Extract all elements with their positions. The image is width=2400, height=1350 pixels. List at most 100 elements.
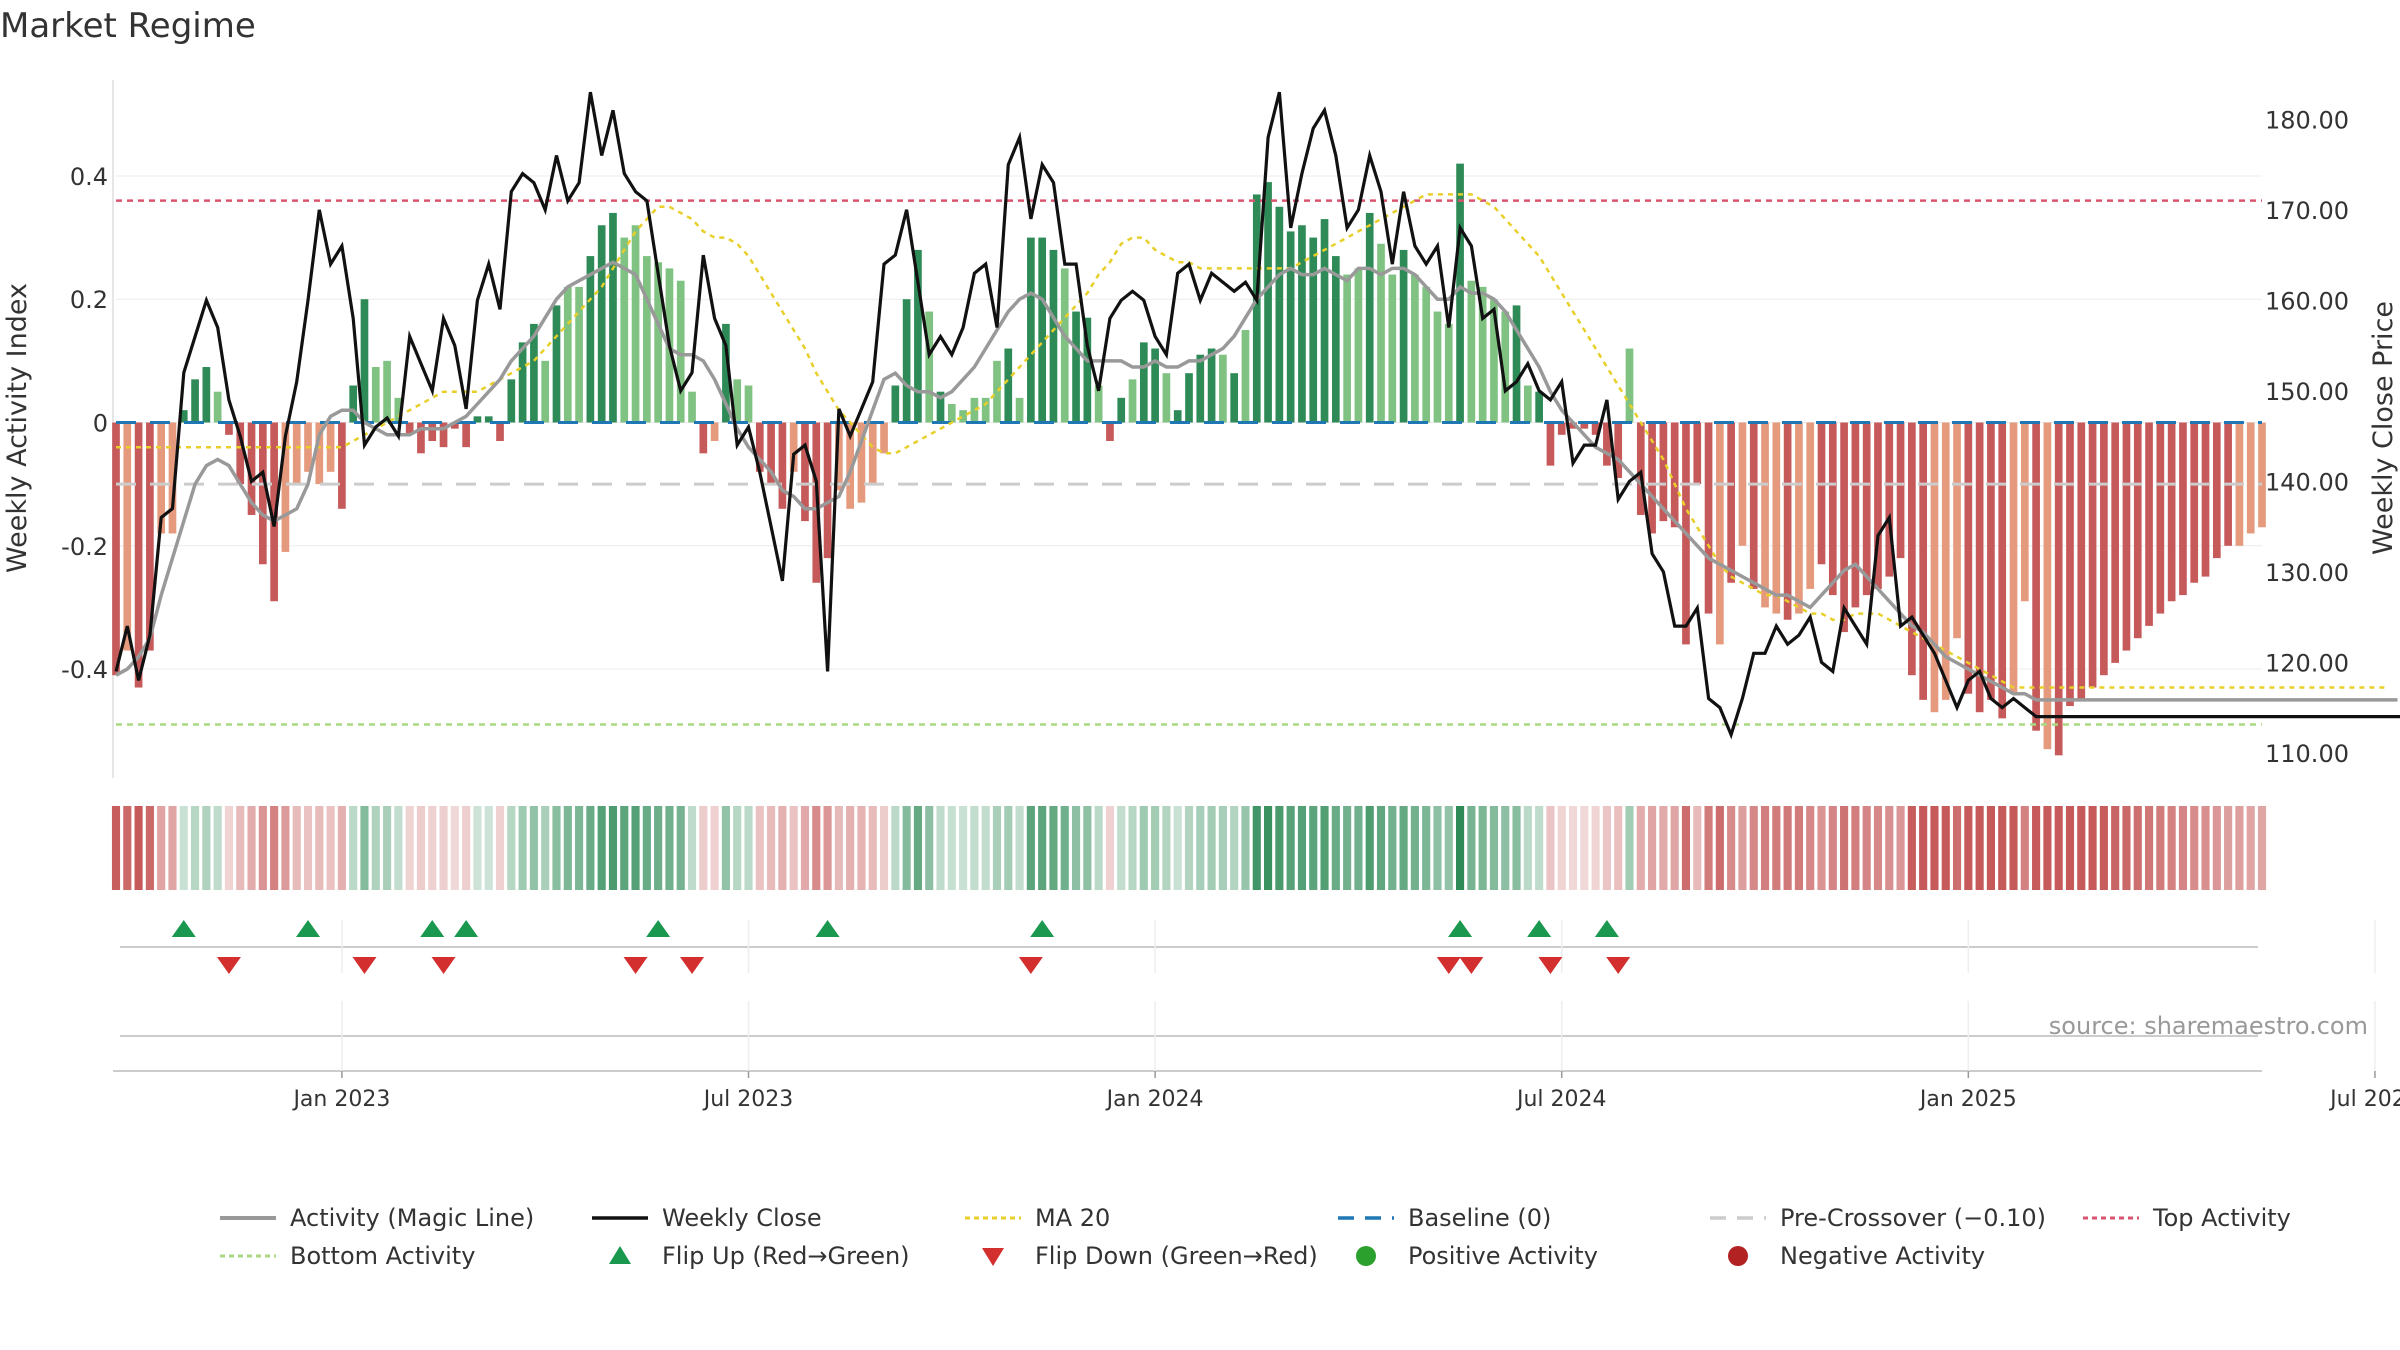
activity-bar bbox=[1716, 422, 1724, 645]
activity-bar bbox=[1659, 422, 1668, 522]
flip-markers-panel bbox=[120, 920, 2376, 974]
activity-bar bbox=[1433, 311, 1442, 423]
regime-strip-cell bbox=[349, 806, 358, 890]
regime-strip-cell bbox=[2111, 806, 2120, 890]
regime-strip-cell bbox=[812, 806, 821, 890]
flip-up-marker bbox=[1448, 920, 1473, 937]
activity-bar bbox=[1524, 385, 1532, 423]
regime-strip-cell bbox=[936, 806, 945, 890]
activity-bar bbox=[1569, 422, 1577, 429]
chart-title: Market Regime bbox=[0, 6, 256, 46]
regime-strip-cell bbox=[1851, 806, 1860, 890]
activity-bar bbox=[518, 342, 527, 423]
regime-strip-cell bbox=[2246, 806, 2255, 890]
regime-strip-cell bbox=[1907, 806, 1916, 890]
activity-bar bbox=[2258, 422, 2266, 528]
activity-bar bbox=[1862, 422, 1871, 596]
activity-bar bbox=[620, 237, 629, 423]
activity-bar bbox=[880, 422, 888, 454]
regime-strip-cell bbox=[767, 806, 776, 890]
legend: Activity (Magic Line) Weekly Close MA 20 Ba… bbox=[220, 1204, 2291, 1270]
regime-strip-cell bbox=[1286, 806, 1295, 890]
activity-bar bbox=[688, 391, 696, 423]
activity-bar bbox=[959, 410, 967, 423]
regime-strip-cell bbox=[1862, 806, 1871, 890]
regime-strip-cell bbox=[2212, 806, 2221, 890]
activity-bar bbox=[1331, 256, 1340, 423]
legend-label: Flip Up (Red→Green) bbox=[662, 1242, 910, 1270]
regime-strip-cell bbox=[687, 806, 697, 890]
regime-strip-cell bbox=[1083, 806, 1092, 890]
regime-strip-cell bbox=[326, 806, 335, 890]
regime-strip-cell bbox=[2156, 806, 2165, 890]
regime-strip-cell bbox=[642, 806, 651, 890]
regime-strip-cell bbox=[1919, 806, 1928, 890]
regime-strip-cell bbox=[654, 806, 663, 890]
regime-strip-cell bbox=[1806, 806, 1815, 890]
regime-strip-cell bbox=[1071, 806, 1081, 890]
regime-strip-cell bbox=[2099, 806, 2108, 890]
regime-strip-cell bbox=[947, 806, 956, 890]
flip-up-marker bbox=[1527, 920, 1552, 937]
activity-bar bbox=[2212, 422, 2221, 559]
regime-strip-cell bbox=[315, 806, 324, 890]
activity-bar bbox=[2145, 422, 2153, 626]
activity-bar bbox=[597, 225, 606, 423]
regime-strip-cell bbox=[586, 806, 595, 890]
y-left-tick-label: -0.4 bbox=[61, 656, 108, 684]
regime-strip-cell bbox=[383, 806, 392, 890]
regime-strip-cell bbox=[1591, 806, 1600, 890]
activity-bar bbox=[1535, 391, 1543, 423]
activity-bar bbox=[1320, 219, 1329, 423]
activity-bar bbox=[1027, 237, 1035, 423]
regime-strip-cell bbox=[337, 806, 346, 890]
activity-bar bbox=[1490, 299, 1498, 423]
regime-strip-cell bbox=[416, 806, 426, 890]
activity-bar bbox=[1998, 422, 2007, 719]
regime-strip-cell bbox=[800, 806, 810, 890]
activity-bar bbox=[1727, 422, 1735, 583]
regime-strip-cell bbox=[2235, 806, 2244, 890]
activity-bar bbox=[1930, 422, 1939, 713]
regime-strip-cell bbox=[247, 806, 256, 890]
regime-strip-cell bbox=[1297, 806, 1307, 890]
regime-strip-cell bbox=[360, 806, 369, 890]
activity-bar bbox=[1467, 280, 1476, 423]
flip-up-marker bbox=[171, 920, 196, 937]
activity-bar bbox=[1749, 422, 1758, 589]
activity-bar bbox=[1456, 163, 1464, 423]
activity-bar bbox=[925, 311, 934, 423]
regime-strip-cell bbox=[2224, 806, 2233, 890]
regime-strip-cell bbox=[1975, 806, 1984, 890]
regime-strip-cell bbox=[1388, 806, 1397, 890]
legend-label: Bottom Activity bbox=[290, 1242, 475, 1270]
activity-bar bbox=[1298, 225, 1306, 423]
activity-bar bbox=[676, 280, 685, 423]
regime-strip-cell bbox=[462, 806, 471, 890]
activity-bar bbox=[1196, 354, 1205, 423]
activity-bar bbox=[2100, 422, 2108, 676]
regime-strip-cell bbox=[1670, 806, 1679, 890]
regime-strip-cell bbox=[1546, 806, 1555, 890]
activity-bar bbox=[473, 416, 482, 423]
regime-strip-cell bbox=[563, 806, 572, 890]
regime-strip-cell bbox=[123, 806, 132, 890]
legend-label: Baseline (0) bbox=[1408, 1204, 1551, 1232]
activity-bar bbox=[1625, 348, 1634, 423]
regime-strip-cell bbox=[484, 806, 493, 890]
regime-strip-cell bbox=[1365, 806, 1374, 890]
main-plot: 0.4 0.2 0 -0.2 -0.4 180.00 170.00 160.00 150.00 1… bbox=[61, 80, 2400, 778]
regime-strip-cell bbox=[1275, 806, 1284, 890]
flip-up-marker bbox=[420, 920, 445, 937]
activity-bar bbox=[338, 422, 346, 509]
activity-bar bbox=[1987, 422, 1995, 700]
regime-strip-cell bbox=[179, 806, 188, 890]
regime-strip-cell bbox=[1196, 806, 1205, 890]
flip-down-marker bbox=[1459, 957, 1484, 974]
activity-bar bbox=[699, 422, 708, 454]
activity-bar bbox=[225, 422, 233, 435]
regime-strip-cell bbox=[1049, 806, 1058, 890]
activity-bar bbox=[1219, 354, 1227, 423]
legend-swatch bbox=[609, 1246, 631, 1264]
regime-strip-cell bbox=[2032, 806, 2041, 890]
